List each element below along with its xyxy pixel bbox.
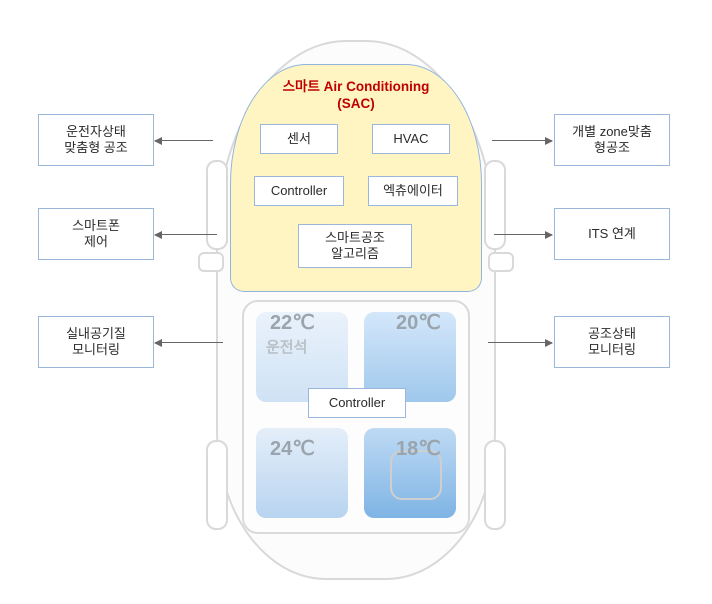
sac-title: 스마트 Air Conditioning (SAC): [231, 79, 481, 113]
side-box-hvac-status: 공조상태 모니터링: [554, 316, 670, 368]
side-box-driver-state: 운전자상태 맞춤형 공조: [38, 114, 154, 166]
side-box-airquality-line2: 모니터링: [72, 342, 120, 358]
sac-box-hvac-label: HVAC: [393, 131, 428, 147]
arrow-right-1: [492, 140, 552, 141]
arrow-left-1: [155, 140, 213, 141]
side-box-hvac-status-line2: 모니터링: [588, 342, 636, 358]
temp-front-right: 20℃: [396, 310, 441, 335]
sac-box-algorithm-line2: 알고리즘: [331, 246, 379, 262]
side-box-zone-hvac-line1: 개별 zone맞춤: [572, 124, 652, 140]
side-box-airquality-line1: 실내공기질: [66, 326, 126, 342]
sac-box-actuator: 엑츄에이터: [368, 176, 458, 206]
cabin-controller-box: Controller: [308, 388, 406, 418]
sac-box-sensor: 센서: [260, 124, 338, 154]
diagram-canvas: 스마트 Air Conditioning (SAC) 센서 HVAC Contr…: [0, 0, 712, 604]
arrow-right-3: [488, 342, 552, 343]
arrow-left-3: [155, 342, 223, 343]
temp-front-left: 22℃: [270, 310, 315, 335]
sac-title-line2: (SAC): [337, 96, 375, 111]
side-box-driver-state-line1: 운전자상태: [66, 124, 126, 140]
sac-box-algorithm-line1: 스마트공조: [325, 230, 385, 246]
side-box-smartphone-line1: 스마트폰: [72, 218, 120, 234]
driver-seat-label: 운전석: [266, 336, 307, 357]
temp-rear-right: 18℃: [396, 436, 441, 461]
side-box-its: ITS 연계: [554, 208, 670, 260]
arrow-left-2: [155, 234, 217, 235]
side-box-smartphone: 스마트폰 제어: [38, 208, 154, 260]
side-box-zone-hvac: 개별 zone맞춤 형공조: [554, 114, 670, 166]
side-box-zone-hvac-line2: 형공조: [594, 140, 630, 156]
sac-box-algorithm: 스마트공조 알고리즘: [298, 224, 412, 268]
side-box-hvac-status-line1: 공조상태: [588, 326, 636, 342]
sac-box-actuator-label: 엑츄에이터: [383, 183, 443, 199]
sac-box-controller-label: Controller: [271, 183, 327, 199]
temp-rear-left: 24℃: [270, 436, 315, 461]
side-box-airquality: 실내공기질 모니터링: [38, 316, 154, 368]
sac-title-line1: 스마트 Air Conditioning: [283, 79, 430, 94]
sac-box-sensor-label: 센서: [287, 131, 311, 147]
side-box-its-line1: ITS 연계: [588, 226, 636, 242]
side-box-smartphone-line2: 제어: [84, 234, 108, 250]
arrow-right-2: [494, 234, 552, 235]
sac-box-hvac: HVAC: [372, 124, 450, 154]
side-box-driver-state-line2: 맞춤형 공조: [64, 140, 127, 156]
cabin-controller-label: Controller: [329, 395, 385, 411]
sac-box-controller: Controller: [254, 176, 344, 206]
